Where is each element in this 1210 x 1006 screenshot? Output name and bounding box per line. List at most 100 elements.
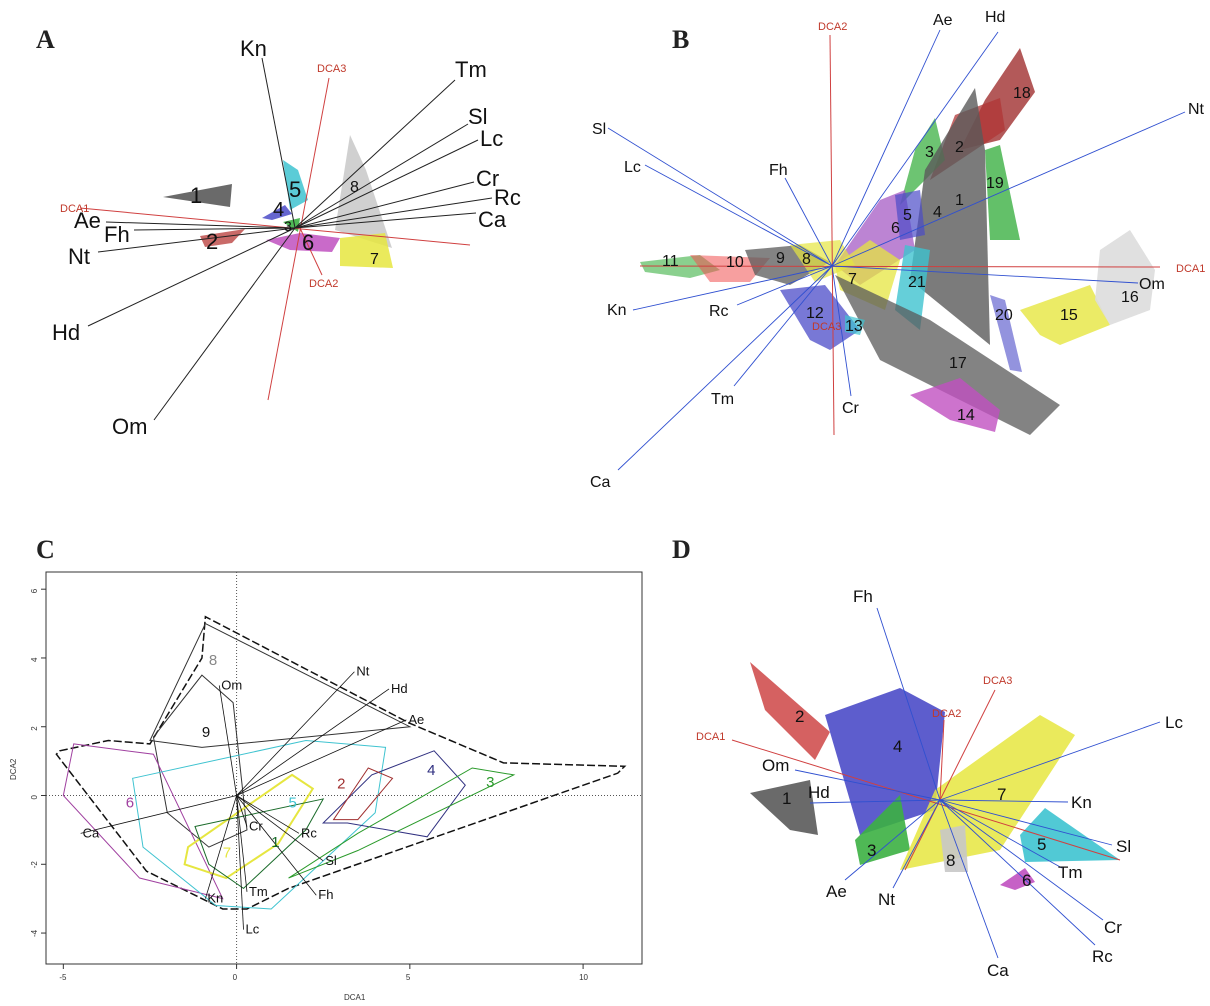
cluster-8-polygon — [335, 135, 392, 248]
vector-hd — [236, 688, 390, 796]
var-b-cr: Cr — [842, 400, 860, 417]
vector-sl — [294, 123, 469, 229]
d-cluster-2: 2 — [795, 707, 804, 726]
d-cluster-3: 3 — [867, 841, 876, 860]
x-tick-label-3: 10 — [579, 973, 588, 982]
var-d-kn: Kn — [1071, 793, 1092, 812]
group-label-4: 4 — [427, 762, 435, 779]
vector-b-nt — [831, 111, 1186, 267]
hull-group-2 — [332, 767, 394, 821]
vector-ca — [294, 212, 477, 229]
group-label-3: 3 — [486, 774, 494, 791]
cluster-13-polygon — [845, 315, 865, 335]
dca2-label-d: DCA2 — [932, 708, 961, 720]
vector-b-lc — [644, 164, 833, 267]
var-label-cr: Cr — [476, 166, 499, 191]
d-cluster-2-polygon — [750, 662, 830, 760]
hull-group-4 — [321, 750, 466, 838]
y-tick-label-3: 2 — [30, 726, 39, 731]
b-cluster-13: 13 — [845, 318, 863, 335]
var-b-lc: Lc — [624, 159, 641, 176]
d-cluster-7: 7 — [997, 785, 1006, 804]
vector-b-ca — [617, 265, 833, 471]
var-label-hd: Hd — [52, 320, 80, 345]
cluster-label-6: 6 — [302, 230, 314, 255]
vector-lc — [236, 795, 244, 930]
vector-cr — [236, 795, 248, 827]
var-b-hd: Hd — [985, 9, 1005, 26]
b-cluster-14: 14 — [957, 407, 975, 424]
d-cluster-6: 6 — [1022, 871, 1031, 890]
vector-d-lc — [939, 721, 1161, 801]
hull-group-6 — [62, 743, 224, 900]
var-b-ca: Ca — [590, 474, 611, 491]
vector-sl — [236, 795, 324, 862]
var-b-fh: Fh — [769, 162, 788, 179]
vector-b-sl — [607, 127, 833, 267]
vector-kn — [261, 57, 296, 229]
var-label-rc: Rc — [494, 185, 521, 210]
var-b-rc: Rc — [709, 303, 729, 320]
var-label-kn: Kn — [240, 36, 267, 61]
var-b-ae: Ae — [933, 12, 953, 29]
y-tick-label-0: -4 — [30, 929, 39, 937]
vector-fh — [236, 795, 317, 896]
var-b-tm: Tm — [711, 391, 734, 408]
vector-label-rc: Rc — [301, 825, 317, 840]
vector-tm — [294, 79, 456, 229]
x-tick-label-1: 0 — [233, 973, 238, 982]
variable-labels-d: Fh Lc Om Hd Kn Sl Tm Cr Rc Ca Nt Ae — [762, 587, 1183, 980]
cluster-label-8: 8 — [350, 179, 359, 196]
b-cluster-10: 10 — [726, 254, 744, 271]
vector-d-cr — [939, 799, 1104, 921]
panel-a: A DCA3 DCA1 DCA2 — [36, 25, 521, 439]
b-cluster-5: 5 — [903, 207, 912, 224]
dca3-label-d: DCA3 — [983, 675, 1012, 687]
hull-group-9 — [152, 674, 248, 848]
dca1-axis — [79, 207, 471, 246]
dca3-axis — [267, 77, 330, 401]
vector-kn — [205, 795, 237, 899]
y-axis-label-c: DCA2 — [9, 758, 18, 780]
vector-b-kn — [632, 265, 833, 311]
b-cluster-16: 16 — [1121, 289, 1139, 306]
vector-ae — [105, 221, 296, 229]
var-d-cr: Cr — [1104, 918, 1122, 937]
b-cluster-9: 9 — [776, 250, 785, 267]
vector-tm — [236, 795, 248, 892]
hull-outer — [55, 615, 627, 910]
vectors-a — [87, 57, 493, 421]
vector-lc — [294, 139, 479, 229]
var-label-fh: Fh — [104, 222, 130, 247]
cluster-labels-d: 1 2 3 4 5 6 7 8 — [782, 707, 1046, 890]
var-d-fh: Fh — [853, 587, 873, 606]
var-d-sl: Sl — [1116, 837, 1131, 856]
b-cluster-18: 18 — [1013, 85, 1031, 102]
cluster-4-polygon — [262, 205, 292, 220]
cluster-label-3: 3 — [284, 218, 292, 234]
panel-c: C -5 0 5 10 -4 -2 0 2 4 6 Nt Hd Ae Om Ca Cr Rc Sl Fh Tm Kn L… — [9, 535, 643, 1002]
var-d-om: Om — [762, 756, 789, 775]
group-label-8: 8 — [209, 652, 217, 669]
dca1-label-b: DCA1 — [1176, 263, 1205, 275]
hull-group-8 — [149, 622, 412, 748]
dca2-axis-b — [829, 34, 835, 436]
panel-label-c: C — [36, 535, 55, 564]
vectors-c: Nt Hd Ae Om Ca Cr Rc Sl Fh Tm Kn Lc — [80, 664, 424, 937]
dca1-label-d: DCA1 — [696, 731, 725, 743]
d-cluster-5: 5 — [1037, 835, 1046, 854]
b-cluster-2: 2 — [955, 139, 964, 156]
d-cluster-1: 1 — [782, 789, 791, 808]
var-d-nt: Nt — [878, 890, 895, 909]
b-cluster-12: 12 — [806, 305, 824, 322]
b-cluster-19: 19 — [986, 175, 1004, 192]
vector-label-tm: Tm — [249, 884, 268, 899]
dca1-label: DCA1 — [60, 203, 89, 215]
vector-nt — [97, 227, 296, 253]
vector-d-tm — [939, 799, 1063, 869]
vector-label-hd: Hd — [391, 681, 408, 696]
panel-b: B DCA2 DCA1 DCA3 — [590, 9, 1205, 491]
hull-group-3 — [288, 767, 516, 879]
vector-b-om — [831, 265, 1139, 284]
d-cluster-1-polygon — [750, 780, 818, 835]
